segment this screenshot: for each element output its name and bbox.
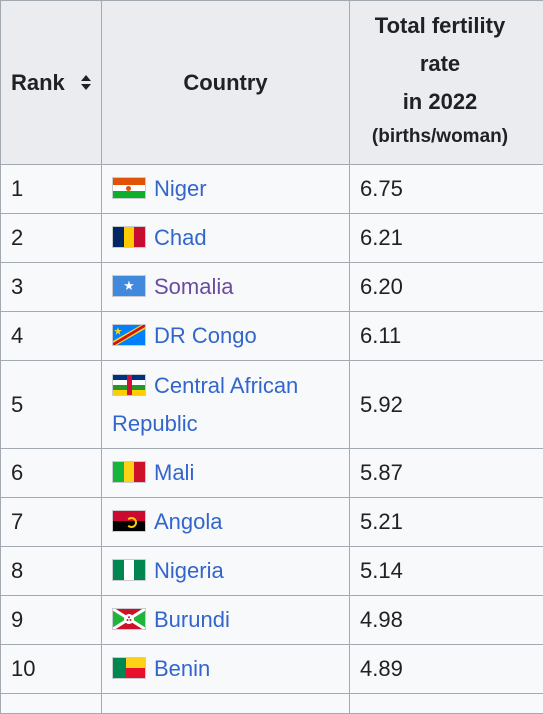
mali-flag-icon[interactable] xyxy=(112,461,146,483)
country-cell: ★ Somalia xyxy=(102,263,350,312)
rank-cell: 4 xyxy=(1,312,102,361)
table-row: 10 Benin 4.89 xyxy=(1,645,543,694)
country-cell: Angola xyxy=(102,498,350,547)
table-row: 9 Burundi 4 xyxy=(1,596,543,645)
table-row: 4 DR Congo 6.11 xyxy=(1,312,543,361)
nigeria-flag-icon[interactable] xyxy=(112,559,146,581)
rank-cell: 3 xyxy=(1,263,102,312)
niger-flag-icon[interactable] xyxy=(112,177,146,199)
burundi-flag-graphic xyxy=(113,609,145,629)
country-cell: Burundi xyxy=(102,596,350,645)
table-row: 6 Mali 5.87 xyxy=(1,449,543,498)
tfr-cell: 4.89 xyxy=(350,645,543,694)
column-header-tfr-line3: in 2022 xyxy=(354,83,526,121)
tfr-cell: 5.14 xyxy=(350,547,543,596)
table-row: 5 Central African Republic 5.92 xyxy=(1,361,543,449)
country-cell-empty xyxy=(102,694,350,714)
dr-congo-flag-graphic xyxy=(113,325,145,345)
country-cell: Benin xyxy=(102,645,350,694)
benin-flag-icon[interactable] xyxy=(112,657,146,679)
country-link[interactable]: Nigeria xyxy=(154,558,224,583)
table-row: 3 ★ Somalia 6.20 xyxy=(1,263,543,312)
chad-flag-icon[interactable] xyxy=(112,226,146,248)
tfr-cell: 4.98 xyxy=(350,596,543,645)
country-link-line2[interactable]: Republic xyxy=(112,411,198,436)
tfr-cell: 5.21 xyxy=(350,498,543,547)
country-link-line1[interactable]: Central African xyxy=(154,373,298,398)
country-cell: Niger xyxy=(102,165,350,214)
tfr-cell: 6.20 xyxy=(350,263,543,312)
rank-cell: 10 xyxy=(1,645,102,694)
country-cell: DR Congo xyxy=(102,312,350,361)
rank-cell: 2 xyxy=(1,214,102,263)
country-link[interactable]: Burundi xyxy=(154,607,230,632)
column-header-country[interactable]: Country xyxy=(102,1,350,165)
column-header-rank[interactable]: Rank xyxy=(1,1,102,165)
country-link[interactable]: Mali xyxy=(154,460,194,485)
column-header-country-label: Country xyxy=(183,70,267,95)
table-header: Rank Country Total fertility rate in 202… xyxy=(1,1,543,165)
rank-cell: 9 xyxy=(1,596,102,645)
angola-flag-icon[interactable] xyxy=(112,510,146,532)
rank-cell: 5 xyxy=(1,361,102,449)
column-header-tfr-line2: rate xyxy=(354,45,526,83)
country-link[interactable]: Chad xyxy=(154,225,207,250)
somalia-flag-icon[interactable]: ★ xyxy=(112,275,146,297)
column-header-tfr-unit: (births/woman) xyxy=(354,121,526,153)
rank-cell: 1 xyxy=(1,165,102,214)
table-row: 1 Niger 6.75 xyxy=(1,165,543,214)
country-link[interactable]: Angola xyxy=(154,509,223,534)
tfr-cell: 6.75 xyxy=(350,165,543,214)
tfr-cell: 5.92 xyxy=(350,361,543,449)
rank-cell: 8 xyxy=(1,547,102,596)
country-cell: Mali xyxy=(102,449,350,498)
country-link[interactable]: Somalia xyxy=(154,274,233,299)
tfr-cell: 5.87 xyxy=(350,449,543,498)
burundi-flag-icon[interactable] xyxy=(112,608,146,630)
rank-cell: 7 xyxy=(1,498,102,547)
country-link[interactable]: Niger xyxy=(154,176,207,201)
country-link[interactable]: Benin xyxy=(154,656,210,681)
header-row: Rank Country Total fertility rate in 202… xyxy=(1,1,543,165)
rank-cell-empty xyxy=(1,694,102,714)
central-african-republic-flag-icon[interactable] xyxy=(112,374,146,396)
country-cell: Nigeria xyxy=(102,547,350,596)
tfr-cell: 6.21 xyxy=(350,214,543,263)
table-row-partial xyxy=(1,694,543,714)
tfr-cell: 6.11 xyxy=(350,312,543,361)
rank-cell: 6 xyxy=(1,449,102,498)
country-cell: Central African Republic xyxy=(102,361,350,449)
table-row: 2 Chad 6.21 xyxy=(1,214,543,263)
country-link[interactable]: DR Congo xyxy=(154,323,257,348)
column-header-fertility-rate[interactable]: Total fertility rate in 2022 (births/wom… xyxy=(350,1,543,165)
column-header-tfr-line1: Total fertility xyxy=(354,7,526,45)
dr-congo-flag-icon[interactable] xyxy=(112,324,146,346)
column-header-rank-label: Rank xyxy=(11,70,65,95)
sort-icon[interactable] xyxy=(81,75,91,91)
country-cell: Chad xyxy=(102,214,350,263)
tfr-cell-empty xyxy=(350,694,543,714)
table-row: 7 Angola 5.21 xyxy=(1,498,543,547)
table-row: 8 Nigeria 5.14 xyxy=(1,547,543,596)
